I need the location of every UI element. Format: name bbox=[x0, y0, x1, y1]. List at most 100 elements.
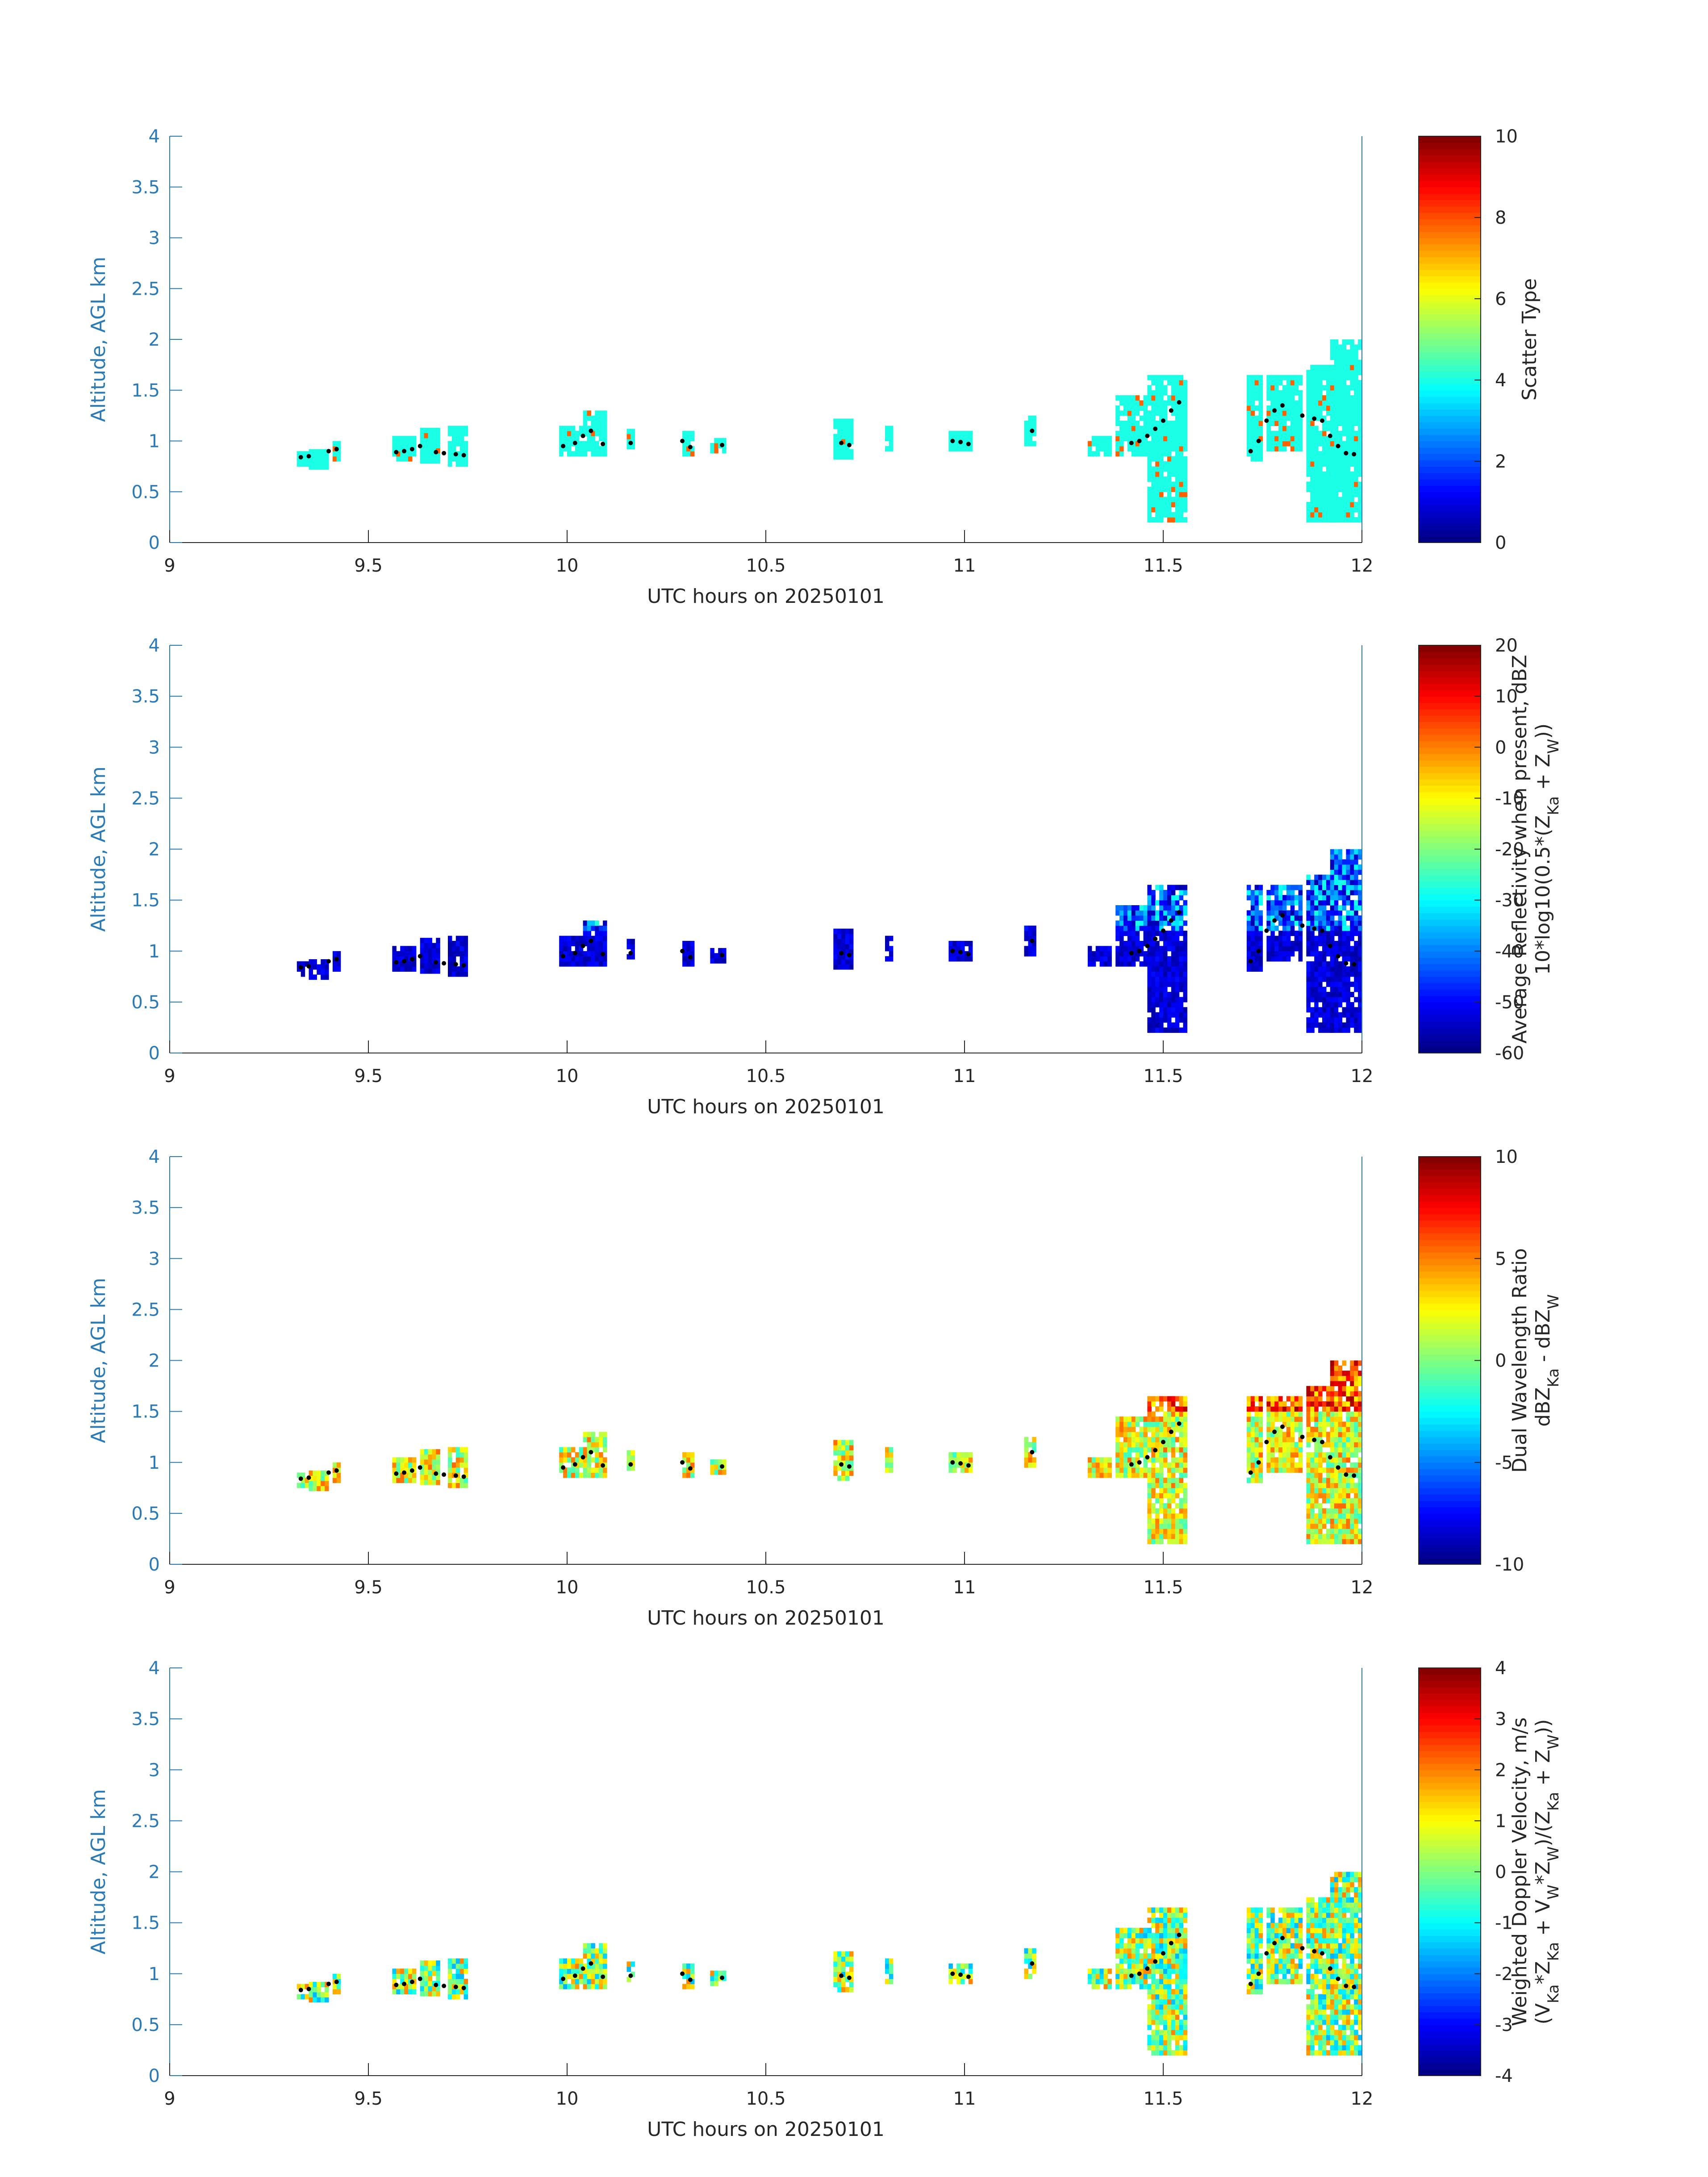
heatmap-cell bbox=[603, 1457, 607, 1463]
heatmap-cell bbox=[1167, 1538, 1172, 1544]
heatmap-cell bbox=[1131, 1417, 1136, 1422]
heatmap-cell bbox=[1167, 395, 1172, 401]
heatmap-cell bbox=[317, 454, 321, 460]
heatmap-cell bbox=[420, 1459, 425, 1465]
heatmap-cell bbox=[1179, 925, 1184, 931]
heatmap-cell bbox=[1346, 507, 1350, 513]
heatmap-cell bbox=[1179, 426, 1184, 431]
heatmap-cell bbox=[1278, 1442, 1283, 1448]
heatmap-cell bbox=[686, 430, 691, 436]
heatmap-cell bbox=[686, 451, 691, 457]
heatmap-cell bbox=[1254, 1417, 1259, 1422]
heatmap-cell bbox=[1250, 1442, 1255, 1448]
heatmap-cell bbox=[1318, 375, 1323, 380]
heatmap-cell bbox=[1115, 1928, 1120, 1933]
heatmap-cell bbox=[448, 430, 452, 436]
heatmap-cell bbox=[965, 1963, 969, 1969]
heatmap-cell bbox=[1306, 436, 1311, 442]
heatmap-cell bbox=[1135, 395, 1140, 401]
colorbar-segment bbox=[1419, 855, 1481, 862]
profile-point bbox=[1312, 926, 1317, 931]
colorbar-segment bbox=[1419, 1309, 1481, 1316]
heatmap-cell bbox=[1342, 1467, 1346, 1473]
heatmap-cell bbox=[1326, 880, 1331, 885]
heatmap-cell bbox=[1286, 380, 1291, 385]
heatmap-cell bbox=[1294, 1417, 1299, 1422]
heatmap-cell bbox=[392, 956, 397, 962]
heatmap-cell bbox=[1306, 1518, 1311, 1524]
heatmap-cell bbox=[952, 1973, 957, 1979]
heatmap-cell bbox=[1358, 971, 1362, 977]
heatmap-cell bbox=[1350, 471, 1354, 477]
heatmap-cell bbox=[1250, 936, 1255, 941]
heatmap-cell bbox=[1310, 951, 1315, 957]
heatmap-cell bbox=[448, 1984, 452, 1989]
heatmap-cell bbox=[1127, 1417, 1132, 1422]
heatmap-cell bbox=[1354, 1022, 1358, 1028]
colorbar-segment bbox=[1419, 352, 1481, 359]
heatmap-cell bbox=[455, 971, 460, 977]
heatmap-cell bbox=[1175, 446, 1180, 451]
heatmap-cell bbox=[1167, 441, 1172, 447]
heatmap-cell bbox=[587, 1963, 591, 1969]
heatmap-cell bbox=[1306, 915, 1311, 921]
heatmap-cell bbox=[1127, 405, 1132, 411]
colorbar-segment bbox=[1419, 1443, 1481, 1450]
heatmap-cell bbox=[1171, 486, 1176, 492]
heatmap-cell bbox=[1175, 1513, 1180, 1519]
heatmap-cell bbox=[845, 1450, 850, 1456]
heatmap-cell bbox=[1282, 1401, 1287, 1407]
heatmap-cell bbox=[1330, 375, 1335, 380]
heatmap-cell bbox=[305, 961, 309, 967]
heatmap-cell bbox=[1246, 1401, 1251, 1407]
heatmap-cell bbox=[1095, 1979, 1100, 1985]
heatmap-cell bbox=[599, 415, 603, 421]
heatmap-cell bbox=[1338, 1401, 1343, 1407]
heatmap-cell bbox=[1350, 1529, 1354, 1534]
heatmap-cell bbox=[1175, 1467, 1180, 1473]
heatmap-cell bbox=[464, 936, 468, 941]
heatmap-cell bbox=[1183, 966, 1187, 972]
heatmap-cell bbox=[1358, 1381, 1362, 1387]
heatmap-cell bbox=[1103, 436, 1108, 442]
heatmap-cell bbox=[682, 1452, 687, 1458]
heatmap-cell bbox=[1306, 1386, 1311, 1391]
heatmap-cell bbox=[595, 1979, 599, 1985]
heatmap-cell bbox=[392, 966, 397, 972]
heatmap-cell bbox=[1346, 997, 1350, 1003]
heatmap-cell bbox=[404, 441, 409, 447]
heatmap-cell bbox=[400, 1467, 405, 1473]
colorbar-tick-label: 0 bbox=[1495, 533, 1506, 553]
heatmap-cell bbox=[563, 430, 568, 436]
heatmap-cell bbox=[686, 1973, 691, 1979]
heatmap-cell bbox=[1294, 1442, 1299, 1448]
heatmap-cell bbox=[1346, 430, 1350, 436]
heatmap-cell bbox=[1175, 1529, 1180, 1534]
heatmap-cell bbox=[1131, 405, 1136, 411]
colorbar-segment bbox=[1419, 773, 1481, 780]
heatmap-cell bbox=[1294, 410, 1299, 416]
heatmap-cell bbox=[1119, 1928, 1124, 1933]
heatmap-cell bbox=[1175, 390, 1180, 396]
colorbar-segment bbox=[1419, 1513, 1481, 1520]
heatmap-cell bbox=[1306, 507, 1311, 513]
heatmap-cell bbox=[1246, 430, 1251, 436]
heatmap-cell bbox=[1032, 931, 1036, 936]
heatmap-cell bbox=[1358, 966, 1362, 972]
heatmap-cell bbox=[1306, 920, 1311, 926]
heatmap-cell bbox=[1123, 1442, 1128, 1448]
heatmap-cell bbox=[1119, 956, 1124, 962]
heatmap-cell bbox=[1171, 1396, 1176, 1402]
x-axis-label: UTC hours on 20250101 bbox=[647, 1095, 885, 1118]
heatmap-cell bbox=[1298, 946, 1303, 952]
heatmap-cell bbox=[1318, 920, 1323, 926]
heatmap-cell bbox=[1151, 375, 1156, 380]
profile-point bbox=[847, 953, 852, 957]
heatmap-cell bbox=[1314, 512, 1319, 518]
heatmap-cell bbox=[595, 1457, 599, 1463]
heatmap-cell bbox=[1167, 910, 1172, 916]
heatmap-cell bbox=[1254, 900, 1259, 906]
heatmap-cell bbox=[1159, 1421, 1164, 1427]
heatmap-cell bbox=[845, 423, 850, 429]
